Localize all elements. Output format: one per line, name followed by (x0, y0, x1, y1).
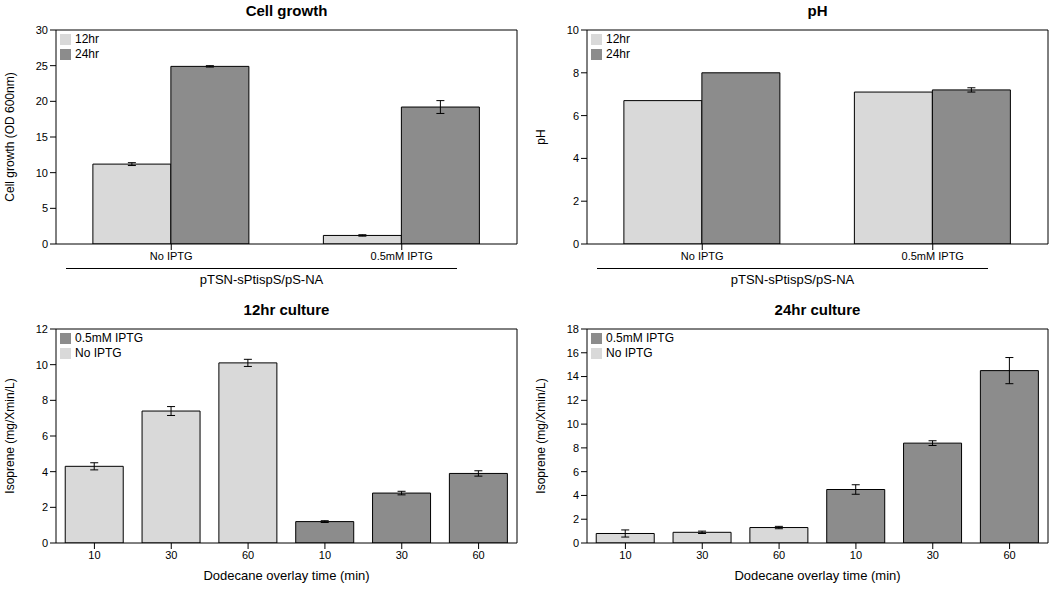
html-text:0.5mM IPTG: 0.5mM IPTG (606, 330, 674, 345)
svg-text:20: 20 (36, 95, 48, 107)
svg-text:8: 8 (573, 441, 579, 453)
svg-text:pH: pH (534, 129, 548, 144)
svg-text:2: 2 (573, 513, 579, 525)
html-text:12hr: 12hr (75, 32, 99, 46)
svg-text:Isoprene (mg/Xmin/L): Isoprene (mg/Xmin/L) (534, 378, 548, 493)
svg-text:15: 15 (36, 131, 48, 143)
svg-text:30: 30 (165, 548, 177, 560)
svg-text:60: 60 (242, 548, 254, 560)
svg-text:10: 10 (36, 167, 48, 179)
svg-text:12: 12 (36, 322, 48, 334)
svg-text:10: 10 (319, 548, 331, 560)
svg-text:25: 25 (36, 60, 48, 72)
svg-text:4: 4 (573, 489, 579, 501)
html-text:24hr: 24hr (75, 47, 99, 61)
svg-text:10: 10 (36, 358, 48, 370)
svg-text:30: 30 (396, 548, 408, 560)
svg-text:2: 2 (573, 195, 579, 207)
svg-text:2: 2 (42, 501, 48, 513)
svg-text:0: 0 (42, 238, 48, 250)
html-text:pTSN-sPtispS/pS-NA: pTSN-sPtispS/pS-NA (730, 272, 855, 287)
svg-text:0: 0 (42, 536, 48, 548)
html-text:24hr culture: 24hr culture (774, 300, 861, 318)
svg-text:30: 30 (36, 24, 48, 36)
svg-text:Isoprene (mg/Xmin/L): Isoprene (mg/Xmin/L) (8, 378, 17, 493)
svg-text:16: 16 (567, 346, 579, 358)
svg-text:10: 10 (619, 548, 631, 560)
svg-text:4: 4 (42, 465, 48, 477)
svg-text:60: 60 (773, 548, 785, 560)
html-text:No IPTG: No IPTG (75, 345, 122, 360)
svg-text:12: 12 (567, 394, 579, 406)
svg-text:0: 0 (573, 238, 579, 250)
html-text:0.5mM IPTG: 0.5mM IPTG (75, 330, 143, 345)
svg-text:Cell growth (OD 600nm): Cell growth (OD 600nm) (8, 72, 17, 201)
svg-text:8: 8 (573, 67, 579, 79)
svg-text:30: 30 (927, 548, 939, 560)
html-text:No IPTG: No IPTG (606, 345, 653, 360)
html-text:pTSN-sPtispS/pS-NA: pTSN-sPtispS/pS-NA (199, 272, 324, 287)
html-text:Cell growth: Cell growth (245, 2, 328, 19)
html-text:Dodecane overlay time (min): Dodecane overlay time (min) (734, 567, 901, 583)
svg-text:10: 10 (88, 548, 100, 560)
svg-text:5: 5 (42, 202, 48, 214)
html-text:24hr: 24hr (606, 47, 630, 61)
svg-text:10: 10 (567, 418, 579, 430)
svg-text:8: 8 (42, 394, 48, 406)
svg-text:10: 10 (850, 548, 862, 560)
html-text:pH: pH (807, 2, 828, 19)
svg-text:30: 30 (696, 548, 708, 560)
svg-text:6: 6 (573, 465, 579, 477)
svg-text:No IPTG: No IPTG (150, 250, 193, 262)
svg-text:0: 0 (573, 536, 579, 548)
svg-text:14: 14 (567, 370, 579, 382)
svg-text:6: 6 (573, 110, 579, 122)
svg-text:18: 18 (567, 322, 579, 334)
html-text:12hr: 12hr (606, 32, 630, 46)
svg-text:6: 6 (42, 429, 48, 441)
svg-text:60: 60 (472, 548, 484, 560)
svg-text:60: 60 (1003, 548, 1015, 560)
svg-text:0.5mM IPTG: 0.5mM IPTG (371, 250, 433, 262)
svg-text:4: 4 (573, 152, 579, 164)
html-text:Dodecane overlay time (min): Dodecane overlay time (min) (203, 567, 370, 583)
svg-text:0.5mM IPTG: 0.5mM IPTG (902, 250, 964, 262)
svg-text:10: 10 (567, 24, 579, 36)
html-text:12hr culture: 12hr culture (243, 300, 330, 318)
svg-text:No IPTG: No IPTG (681, 250, 724, 262)
